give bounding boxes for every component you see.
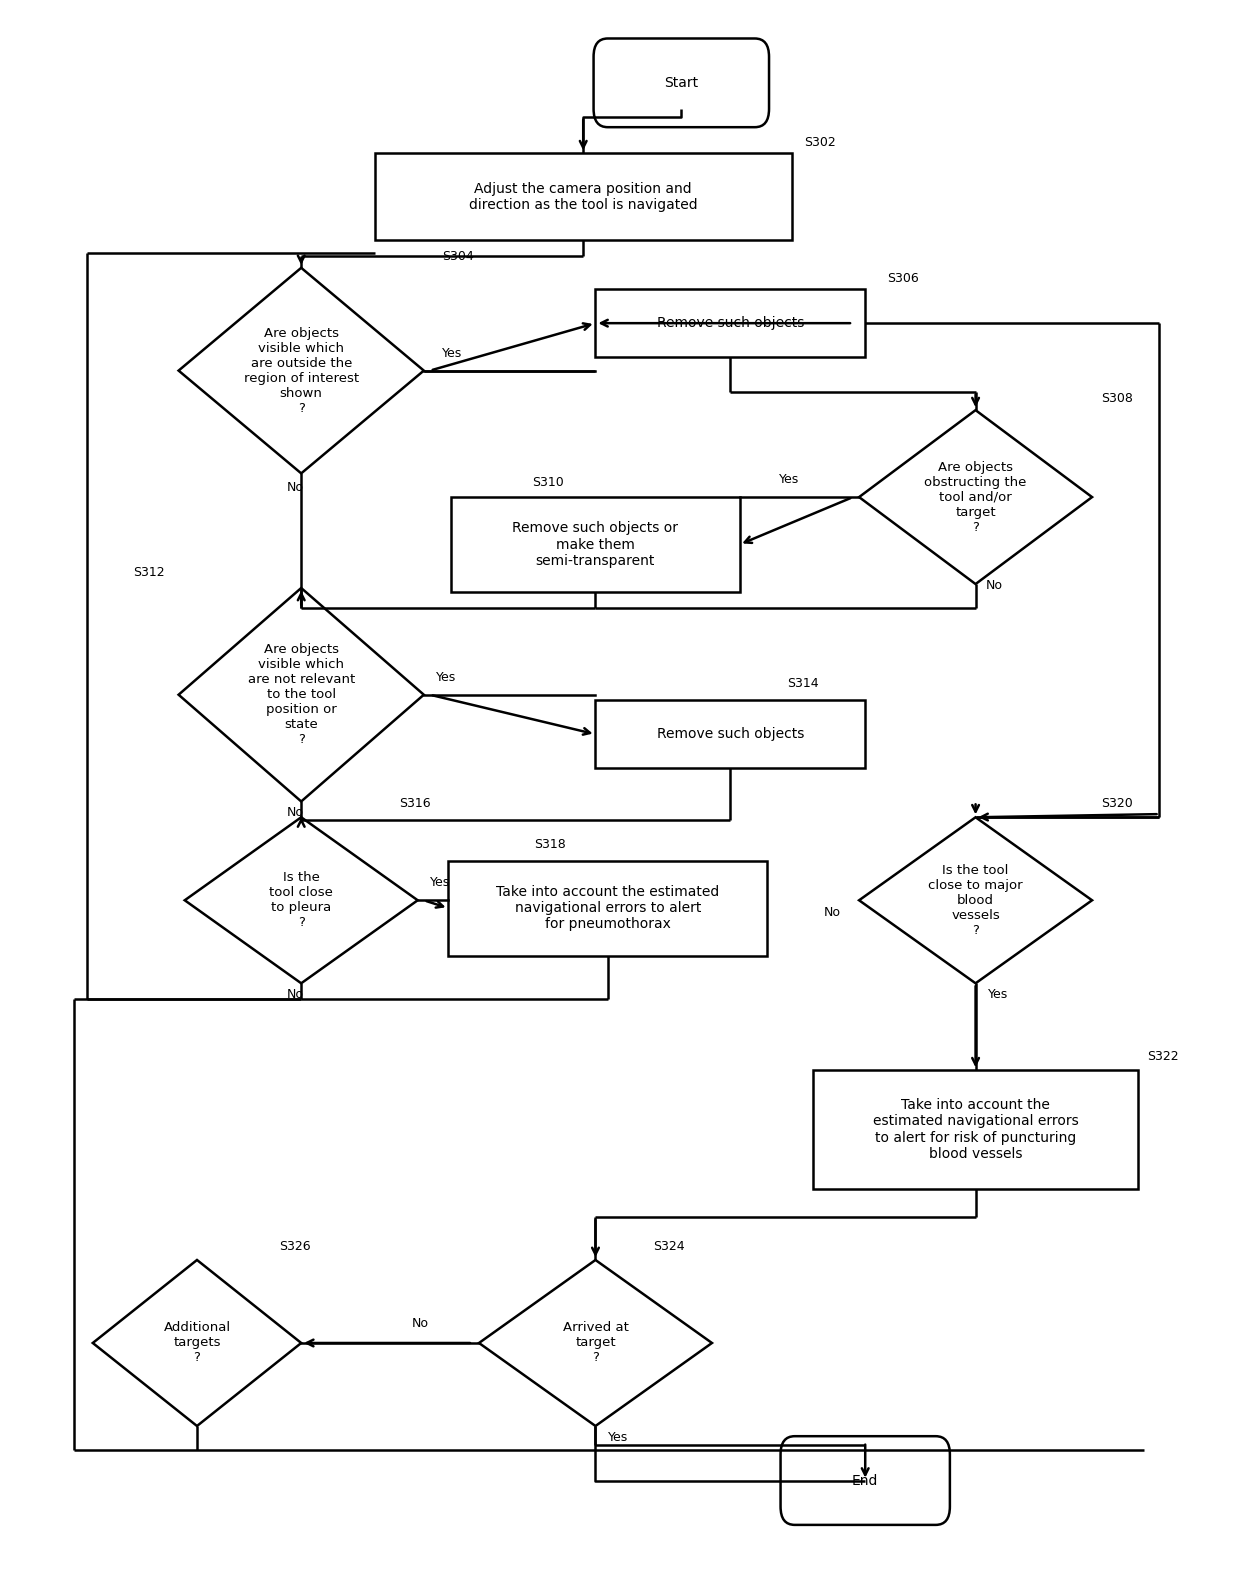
Text: Yes: Yes — [988, 987, 1008, 1002]
Text: S316: S316 — [399, 798, 432, 810]
Polygon shape — [93, 1260, 301, 1426]
Bar — [451, 498, 739, 592]
Text: No: No — [286, 987, 304, 1002]
Text: Remove such objects or
make them
semi-transparent: Remove such objects or make them semi-tr… — [512, 522, 678, 568]
Text: S304: S304 — [443, 250, 474, 263]
Text: Remove such objects: Remove such objects — [657, 727, 804, 742]
Bar — [374, 153, 791, 241]
Text: No: No — [823, 906, 841, 919]
Text: Yes: Yes — [430, 876, 450, 888]
Text: S312: S312 — [133, 566, 165, 579]
Text: Are objects
obstructing the
tool and/or
target
?: Are objects obstructing the tool and/or … — [924, 461, 1027, 534]
Text: End: End — [852, 1474, 878, 1488]
Text: No: No — [286, 805, 304, 820]
Text: S326: S326 — [279, 1239, 311, 1252]
Text: Yes: Yes — [780, 474, 800, 486]
Bar — [595, 289, 866, 357]
Text: Adjust the camera position and
direction as the tool is navigated: Adjust the camera position and direction… — [469, 182, 698, 212]
Text: Take into account the estimated
navigational errors to alert
for pneumothorax: Take into account the estimated navigati… — [496, 885, 719, 931]
Text: No: No — [286, 482, 304, 494]
Bar — [595, 700, 866, 769]
Text: Are objects
visible which
are outside the
region of interest
shown
?: Are objects visible which are outside th… — [243, 327, 358, 415]
Text: Start: Start — [665, 77, 698, 89]
Text: S302: S302 — [804, 136, 836, 150]
Polygon shape — [859, 410, 1092, 584]
FancyBboxPatch shape — [780, 1436, 950, 1525]
Text: Remove such objects: Remove such objects — [657, 316, 804, 330]
Text: S324: S324 — [653, 1239, 684, 1252]
Text: S314: S314 — [786, 676, 818, 691]
Text: S318: S318 — [534, 839, 565, 852]
Polygon shape — [185, 817, 418, 983]
Text: Are objects
visible which
are not relevant
to the tool
position or
state
?: Are objects visible which are not releva… — [248, 643, 355, 746]
Text: Additional
targets
?: Additional targets ? — [164, 1322, 231, 1364]
FancyBboxPatch shape — [594, 38, 769, 128]
Text: S322: S322 — [1147, 1050, 1179, 1064]
Text: S310: S310 — [532, 477, 563, 490]
Text: Is the
tool close
to pleura
?: Is the tool close to pleura ? — [269, 871, 334, 930]
Text: Yes: Yes — [436, 670, 456, 684]
Text: No: No — [986, 579, 1002, 592]
Text: Arrived at
target
?: Arrived at target ? — [563, 1322, 629, 1364]
Text: Yes: Yes — [608, 1431, 627, 1443]
Polygon shape — [859, 817, 1092, 983]
Text: Take into account the
estimated navigational errors
to alert for risk of punctur: Take into account the estimated navigati… — [873, 1099, 1079, 1161]
Text: S320: S320 — [1101, 798, 1132, 810]
Text: Yes: Yes — [443, 346, 463, 359]
Text: S308: S308 — [1101, 392, 1132, 405]
Polygon shape — [179, 268, 424, 474]
Text: Is the tool
close to major
blood
vessels
?: Is the tool close to major blood vessels… — [929, 864, 1023, 936]
Text: S306: S306 — [888, 273, 919, 286]
Polygon shape — [179, 589, 424, 801]
Text: No: No — [412, 1317, 429, 1330]
Polygon shape — [479, 1260, 712, 1426]
Bar — [813, 1070, 1138, 1188]
Bar — [449, 861, 768, 955]
